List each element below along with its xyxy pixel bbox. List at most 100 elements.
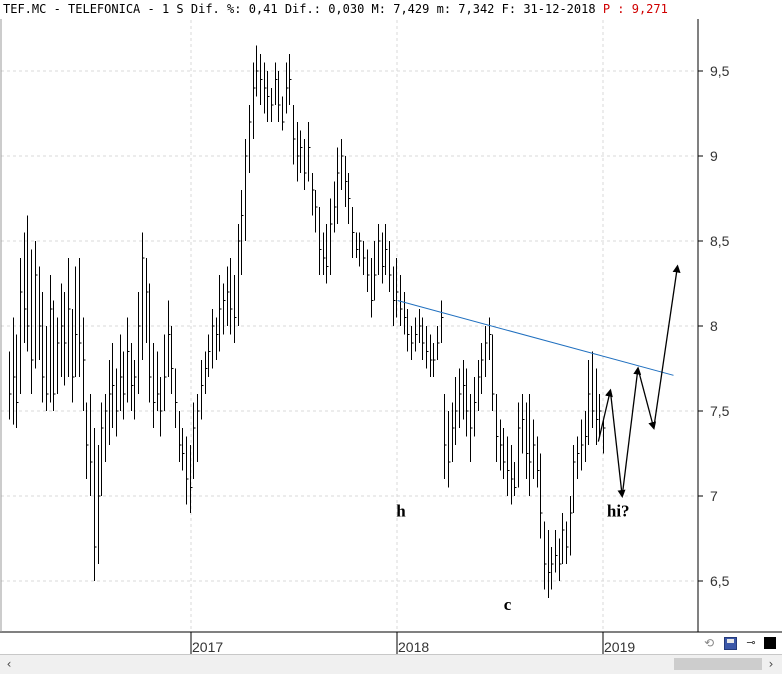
x-tick-label: 2017 bbox=[192, 639, 223, 655]
price-bar bbox=[478, 360, 481, 411]
y-tick-label: 7 bbox=[710, 488, 718, 504]
price-bar bbox=[330, 198, 333, 275]
price-bar bbox=[374, 241, 377, 301]
price-bar bbox=[16, 334, 19, 428]
price-bar bbox=[297, 122, 300, 182]
price-bar bbox=[201, 360, 204, 420]
scroll-thumb[interactable] bbox=[674, 658, 762, 670]
price-bar bbox=[363, 241, 366, 275]
forecast-arrow bbox=[597, 388, 613, 442]
price-bars bbox=[9, 45, 606, 598]
wave-label: c bbox=[504, 595, 512, 614]
chevron-left-icon[interactable]: ‹ bbox=[6, 657, 12, 671]
price-bar bbox=[452, 402, 455, 462]
price-bar bbox=[146, 258, 149, 343]
price-bar bbox=[46, 326, 49, 411]
price-label: P : bbox=[602, 2, 625, 16]
price-bar bbox=[241, 190, 244, 275]
quote-header: TEF.MC - TELEFONICA - 1 S Dif. %: 0,41 D… bbox=[0, 0, 763, 18]
price-bar bbox=[42, 292, 45, 403]
dif-value: 0,030 bbox=[328, 2, 365, 16]
max-label: M: bbox=[371, 2, 386, 16]
price-bar bbox=[422, 317, 425, 360]
price-bar bbox=[127, 317, 130, 403]
price-bar bbox=[459, 368, 462, 428]
y-tick-label: 9,5 bbox=[710, 63, 730, 79]
price-bar bbox=[157, 351, 160, 411]
price-bar bbox=[101, 402, 104, 496]
price-bar bbox=[407, 309, 410, 352]
price-bar bbox=[566, 521, 569, 564]
price-bar bbox=[142, 232, 145, 360]
price-bar bbox=[105, 394, 108, 462]
price-bar bbox=[227, 266, 230, 326]
price-value: 9,271 bbox=[631, 2, 668, 16]
price-bar bbox=[238, 224, 241, 326]
price-bar bbox=[481, 343, 484, 394]
price-bar bbox=[359, 232, 362, 267]
price-bar bbox=[444, 394, 447, 479]
pin-icon[interactable]: ⊸ bbox=[746, 636, 756, 649]
min-value: 7,342 bbox=[458, 2, 495, 16]
price-bar bbox=[433, 343, 436, 377]
price-bar bbox=[463, 360, 466, 420]
price-bar bbox=[341, 139, 344, 190]
price-bar bbox=[20, 258, 23, 394]
y-tick-label: 8 bbox=[710, 318, 718, 334]
price-bar bbox=[470, 394, 473, 462]
dif-pct-label: Dif. %: bbox=[190, 2, 242, 16]
price-bar bbox=[334, 181, 337, 233]
y-tick-label: 9 bbox=[710, 148, 718, 164]
price-bar bbox=[455, 377, 458, 445]
price-bar bbox=[256, 45, 259, 97]
y-tick-label: 7,5 bbox=[710, 403, 730, 419]
price-bar bbox=[72, 309, 75, 403]
price-bar bbox=[489, 317, 492, 360]
price-bar bbox=[234, 275, 237, 343]
price-bar bbox=[168, 300, 171, 377]
horizontal-scrollbar[interactable]: ‹ › bbox=[0, 654, 782, 674]
price-bar bbox=[323, 232, 326, 275]
price-bar bbox=[35, 241, 38, 369]
price-bar bbox=[208, 334, 211, 377]
price-bar bbox=[507, 436, 510, 496]
forecast-arrow bbox=[621, 366, 642, 497]
price-bar bbox=[282, 96, 285, 131]
date-value: 31-12-2018 bbox=[523, 2, 596, 16]
price-bar bbox=[179, 411, 182, 462]
price-bar bbox=[537, 436, 540, 488]
price-bar bbox=[514, 462, 517, 496]
price-bar bbox=[585, 411, 588, 462]
price-bar bbox=[286, 62, 289, 114]
price-bar bbox=[312, 173, 315, 216]
price-bar bbox=[337, 147, 340, 224]
price-bar bbox=[308, 122, 311, 182]
price-bar bbox=[120, 334, 123, 411]
save-icon[interactable] bbox=[724, 637, 737, 650]
color-square-icon[interactable] bbox=[764, 637, 776, 649]
y-tick-label: 8,5 bbox=[710, 233, 730, 249]
chart-toolbar: ⟲ ⊸ bbox=[702, 636, 782, 652]
price-bar bbox=[205, 351, 208, 394]
chevron-right-icon[interactable]: › bbox=[768, 657, 774, 671]
price-bar bbox=[437, 326, 440, 360]
refresh-icon[interactable]: ⟲ bbox=[703, 636, 715, 650]
price-bar bbox=[64, 292, 67, 386]
price-bar bbox=[448, 411, 451, 488]
price-bar bbox=[94, 428, 97, 581]
price-bar bbox=[596, 368, 599, 445]
price-bar bbox=[345, 156, 348, 207]
price-bar bbox=[300, 130, 303, 173]
price-bar bbox=[592, 351, 595, 428]
price-bar bbox=[138, 292, 141, 394]
price-bar bbox=[581, 419, 584, 471]
price-bar bbox=[503, 428, 506, 479]
price-bar bbox=[533, 419, 536, 479]
price-bar bbox=[253, 62, 256, 139]
price-bar bbox=[160, 377, 163, 437]
price-bar bbox=[57, 317, 60, 394]
price-bar bbox=[186, 436, 189, 505]
price-bar bbox=[526, 402, 529, 479]
